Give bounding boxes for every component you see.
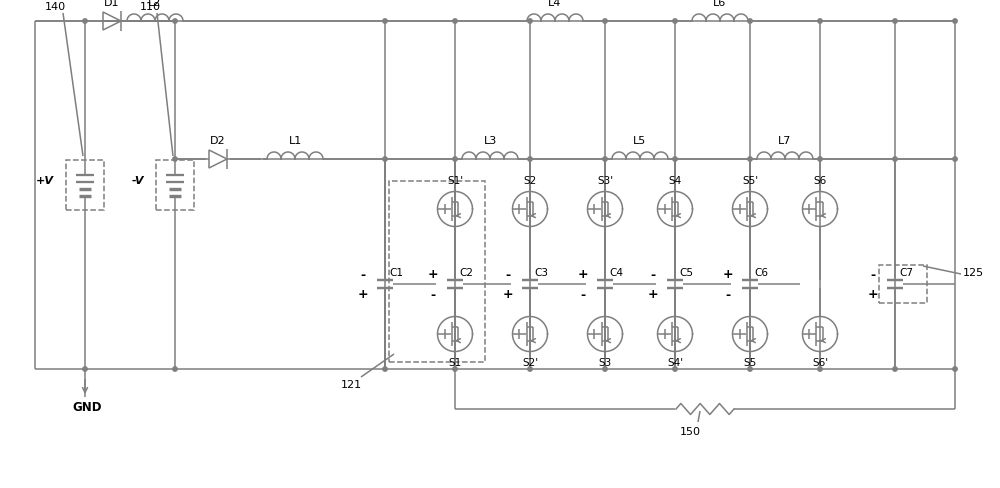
Circle shape <box>818 158 822 162</box>
Circle shape <box>83 20 87 24</box>
Circle shape <box>673 20 677 24</box>
Text: -: - <box>505 268 511 281</box>
Bar <box>879 265 927 304</box>
Text: D2: D2 <box>210 136 226 146</box>
Circle shape <box>528 367 532 371</box>
Circle shape <box>83 367 87 371</box>
Text: L7: L7 <box>778 136 792 146</box>
Circle shape <box>748 20 752 24</box>
Text: +: + <box>723 268 733 281</box>
Text: C1: C1 <box>389 267 403 278</box>
Circle shape <box>953 367 957 371</box>
Circle shape <box>953 20 957 24</box>
Circle shape <box>173 158 177 162</box>
Text: +: + <box>428 268 438 281</box>
Text: 110: 110 <box>140 2 161 12</box>
Text: S4: S4 <box>668 176 682 186</box>
Circle shape <box>893 20 897 24</box>
Text: GND: GND <box>72 401 102 414</box>
Text: +: + <box>578 268 588 281</box>
Text: S6': S6' <box>812 358 828 368</box>
Circle shape <box>673 367 677 371</box>
Text: S3: S3 <box>598 358 612 368</box>
Text: -: - <box>360 268 366 281</box>
Circle shape <box>893 158 897 162</box>
Circle shape <box>453 20 457 24</box>
Text: -: - <box>430 288 436 301</box>
Text: L1: L1 <box>288 136 302 146</box>
Text: -: - <box>650 268 656 281</box>
Text: L4: L4 <box>548 0 562 8</box>
Circle shape <box>818 20 822 24</box>
Text: C4: C4 <box>609 267 623 278</box>
Circle shape <box>748 158 752 162</box>
Circle shape <box>383 367 387 371</box>
Text: S1: S1 <box>448 358 462 368</box>
Circle shape <box>453 367 457 371</box>
Circle shape <box>383 158 387 162</box>
Text: 150: 150 <box>680 426 700 436</box>
Bar <box>389 182 485 362</box>
Text: 125: 125 <box>963 267 984 278</box>
Circle shape <box>173 367 177 371</box>
Text: C3: C3 <box>534 267 548 278</box>
Circle shape <box>528 20 532 24</box>
Text: +: + <box>358 288 368 301</box>
Text: S5': S5' <box>742 176 758 186</box>
Bar <box>66 161 104 210</box>
Text: S5: S5 <box>743 358 757 368</box>
Text: -: - <box>580 288 586 301</box>
Text: S3': S3' <box>597 176 613 186</box>
Text: +: + <box>648 288 658 301</box>
Text: C5: C5 <box>679 267 693 278</box>
Text: S4': S4' <box>667 358 683 368</box>
Circle shape <box>383 20 387 24</box>
Text: L3: L3 <box>483 136 497 146</box>
Text: 140: 140 <box>44 2 66 12</box>
Text: C2: C2 <box>459 267 473 278</box>
Circle shape <box>603 367 607 371</box>
Text: D1: D1 <box>104 0 120 8</box>
Circle shape <box>528 158 532 162</box>
Text: L2: L2 <box>148 0 162 8</box>
Text: +: + <box>868 288 878 301</box>
Text: +: + <box>503 288 513 301</box>
Circle shape <box>173 20 177 24</box>
Text: S6: S6 <box>813 176 827 186</box>
Text: S1': S1' <box>447 176 463 186</box>
Text: C7: C7 <box>899 267 913 278</box>
Circle shape <box>893 367 897 371</box>
Circle shape <box>603 20 607 24</box>
Circle shape <box>603 158 607 162</box>
Text: C6: C6 <box>754 267 768 278</box>
Circle shape <box>673 158 677 162</box>
Bar <box>156 161 194 210</box>
Circle shape <box>748 367 752 371</box>
Text: -: - <box>870 268 876 281</box>
Circle shape <box>818 367 822 371</box>
Text: S2: S2 <box>523 176 537 186</box>
Text: -: - <box>725 288 731 301</box>
Text: 121: 121 <box>340 379 362 389</box>
Text: L5: L5 <box>633 136 647 146</box>
Text: +V: +V <box>36 176 54 185</box>
Circle shape <box>953 158 957 162</box>
Text: L6: L6 <box>713 0 727 8</box>
Circle shape <box>453 158 457 162</box>
Text: -V: -V <box>132 176 144 185</box>
Text: S2': S2' <box>522 358 538 368</box>
